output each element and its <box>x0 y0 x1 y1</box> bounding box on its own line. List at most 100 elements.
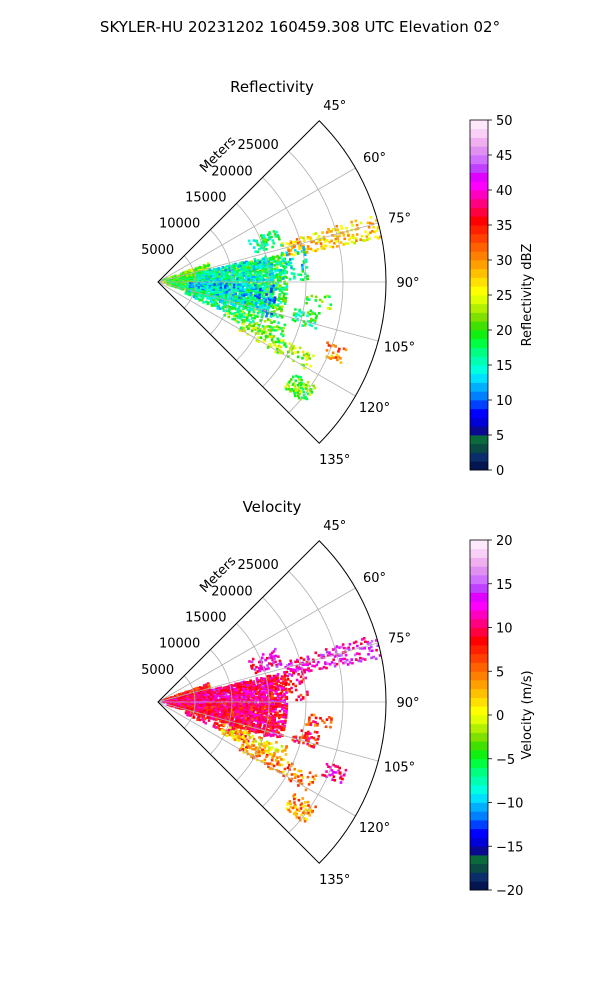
echo-cell <box>205 694 208 698</box>
echo-cell <box>261 304 264 307</box>
colorbar-tick-label: 5 <box>496 429 504 444</box>
echo-cell <box>287 381 291 384</box>
echo-cell <box>234 710 238 714</box>
echo-cell <box>253 316 256 320</box>
echo-cell <box>221 709 225 712</box>
echo-cell <box>210 287 214 291</box>
echo-cell <box>277 680 280 683</box>
echo-cell <box>328 307 332 310</box>
echo-cell <box>303 366 306 370</box>
echo-cell <box>281 261 285 265</box>
echo-cell <box>250 286 253 289</box>
echo-cell <box>204 269 207 272</box>
colorbar-segment <box>470 268 488 278</box>
echo-cell <box>278 735 282 739</box>
echo-cell <box>238 293 242 296</box>
echo-cell <box>307 320 310 323</box>
echo-cell <box>264 270 268 273</box>
echo-cell <box>303 324 307 327</box>
echo-cell <box>310 294 314 298</box>
echo-cell <box>229 701 233 705</box>
echo-cell <box>201 708 205 712</box>
echo-cell <box>369 216 373 219</box>
echo-cell <box>288 252 291 256</box>
echo-cell <box>262 712 266 715</box>
colorbar-segment <box>470 382 488 392</box>
echo-cell <box>266 297 270 300</box>
echo-cell <box>283 706 286 710</box>
echo-cell <box>241 315 245 318</box>
echo-cell <box>253 308 256 311</box>
echo-cell <box>247 288 251 292</box>
echo-cell <box>261 710 264 714</box>
echo-cell <box>207 700 211 703</box>
echo-cell <box>263 235 266 239</box>
echo-cell <box>261 685 265 688</box>
echo-cell <box>279 350 283 353</box>
echo-cell <box>260 716 264 720</box>
echo-cell <box>207 695 211 699</box>
echo-cell <box>208 284 212 288</box>
echo-cell <box>277 296 281 300</box>
echo-cell <box>209 698 213 701</box>
echo-cell <box>241 289 245 292</box>
echo-cell <box>285 709 288 713</box>
echo-cell <box>299 278 303 281</box>
echo-cell <box>278 709 282 713</box>
echo-cell <box>240 712 244 716</box>
echo-cell <box>242 305 246 309</box>
colorbar-segment <box>470 190 488 200</box>
echo-cell <box>247 713 251 717</box>
echo-cell <box>223 711 226 715</box>
echo-cell <box>216 307 220 310</box>
echo-cell <box>208 288 211 292</box>
echo-cell <box>235 283 238 287</box>
echo-cell <box>301 266 304 269</box>
echo-cell <box>273 260 277 263</box>
echo-cell <box>247 281 250 285</box>
echo-cell <box>253 272 257 275</box>
echo-cell <box>221 299 225 303</box>
echo-cell <box>320 237 324 241</box>
echo-cell <box>250 263 253 266</box>
echo-cell <box>186 292 190 296</box>
echo-cell <box>229 690 232 694</box>
echo-cell <box>290 266 293 270</box>
echo-cell <box>244 688 247 691</box>
echo-cell <box>235 299 238 302</box>
echo-cell <box>215 295 219 299</box>
echo-cell <box>255 274 259 277</box>
echo-cell <box>251 269 255 273</box>
echo-cell <box>202 694 206 697</box>
echo-cell <box>295 238 299 241</box>
echo-cell <box>237 265 240 269</box>
echo-cell <box>232 283 236 287</box>
echo-cell <box>379 235 382 239</box>
echo-cell <box>318 304 321 308</box>
echo-cell <box>212 699 215 702</box>
echo-cell <box>270 338 274 342</box>
echo-cell <box>210 702 214 706</box>
echo-cell <box>227 268 230 271</box>
echo-cell <box>208 286 212 290</box>
echo-cell <box>255 265 258 269</box>
echo-cell <box>306 296 309 299</box>
echo-cell <box>232 302 235 306</box>
echo-cell <box>285 712 288 715</box>
echo-cell <box>287 249 291 253</box>
echo-cell <box>272 257 275 261</box>
echo-cell <box>262 267 266 271</box>
echo-cell <box>296 391 300 395</box>
echo-cell <box>229 284 233 287</box>
echo-cell <box>257 323 261 327</box>
echo-cell <box>302 353 306 357</box>
echo-cell <box>248 302 251 305</box>
echo-cell <box>242 717 245 721</box>
echo-cell <box>291 346 295 350</box>
echo-cell <box>278 351 282 355</box>
echo-cell <box>190 288 193 292</box>
echo-cell <box>256 278 259 281</box>
echo-cell <box>263 302 267 306</box>
echo-cell <box>214 275 217 278</box>
echo-cell <box>272 720 276 724</box>
